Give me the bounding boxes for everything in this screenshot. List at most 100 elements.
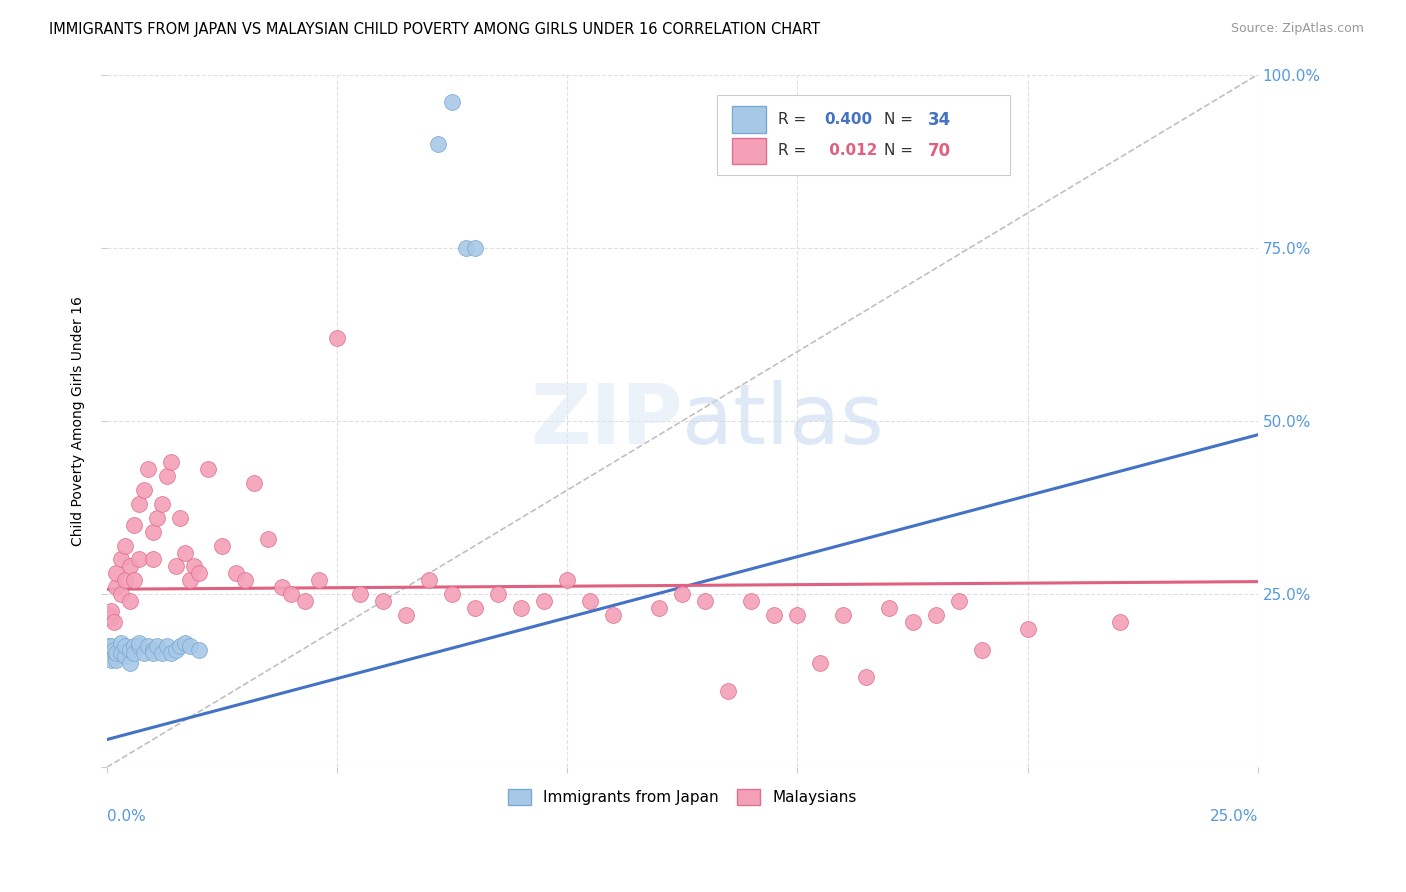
Point: [98, 639, 121, 653]
Point: [717, 684, 740, 698]
Point: [118, 559, 141, 574]
Point: [104, 649, 127, 664]
Point: [114, 649, 136, 664]
Point: [160, 646, 183, 660]
Point: [533, 594, 555, 608]
Point: [464, 601, 486, 615]
Point: [187, 566, 209, 581]
Point: [579, 594, 602, 608]
Point: [486, 587, 509, 601]
Point: [1017, 622, 1039, 636]
Point: [371, 594, 394, 608]
Legend: Immigrants from Japan, Malaysians: Immigrants from Japan, Malaysians: [502, 783, 863, 812]
Point: [763, 607, 786, 622]
Point: [124, 573, 146, 587]
Point: [427, 136, 450, 151]
Point: [418, 573, 440, 587]
Point: [786, 607, 808, 622]
Point: [132, 646, 155, 660]
Point: [124, 639, 146, 653]
Point: [142, 642, 165, 657]
Point: [280, 587, 302, 601]
Point: [855, 670, 877, 684]
Point: [132, 483, 155, 498]
Point: [165, 559, 187, 574]
Point: [183, 559, 205, 574]
Text: R =: R =: [778, 112, 811, 127]
Point: [114, 539, 136, 553]
Point: [128, 635, 150, 649]
Text: 0.012: 0.012: [824, 144, 877, 158]
Point: [257, 532, 280, 546]
Point: [211, 539, 233, 553]
Point: [308, 573, 330, 587]
Point: [100, 611, 122, 625]
Point: [326, 331, 349, 345]
Point: [150, 646, 173, 660]
Point: [118, 657, 141, 671]
Point: [169, 639, 191, 653]
Point: [100, 604, 122, 618]
Point: [136, 639, 159, 653]
FancyBboxPatch shape: [731, 106, 766, 133]
Point: [104, 653, 127, 667]
Point: [114, 639, 136, 653]
Point: [104, 566, 127, 581]
Point: [602, 607, 624, 622]
Point: [110, 587, 132, 601]
Point: [174, 635, 197, 649]
Y-axis label: Child Poverty Among Girls Under 16: Child Poverty Among Girls Under 16: [72, 296, 86, 546]
Text: N =: N =: [884, 112, 918, 127]
Point: [464, 241, 486, 255]
Point: [98, 607, 121, 622]
Point: [114, 573, 136, 587]
Point: [104, 646, 127, 660]
Point: [948, 594, 970, 608]
Point: [110, 635, 132, 649]
Point: [555, 573, 578, 587]
Point: [103, 642, 125, 657]
Point: [924, 607, 946, 622]
Point: [156, 469, 179, 483]
Text: IMMIGRANTS FROM JAPAN VS MALAYSIAN CHILD POVERTY AMONG GIRLS UNDER 16 CORRELATIO: IMMIGRANTS FROM JAPAN VS MALAYSIAN CHILD…: [49, 22, 820, 37]
Point: [128, 552, 150, 566]
Text: N =: N =: [884, 144, 918, 158]
Point: [110, 646, 132, 660]
Point: [104, 580, 127, 594]
Point: [100, 653, 122, 667]
Point: [160, 455, 183, 469]
Text: 0.0%: 0.0%: [107, 809, 145, 824]
Point: [671, 587, 693, 601]
Point: [648, 601, 671, 615]
Point: [110, 552, 132, 566]
Text: R =: R =: [778, 144, 811, 158]
Point: [901, 615, 924, 629]
Point: [243, 476, 266, 491]
Point: [270, 580, 292, 594]
Point: [100, 639, 122, 653]
Point: [879, 601, 901, 615]
Point: [233, 573, 256, 587]
Text: 0.400: 0.400: [824, 112, 872, 127]
Point: [454, 241, 477, 255]
Point: [146, 511, 169, 525]
Point: [142, 552, 165, 566]
Point: [970, 642, 993, 657]
Point: [510, 601, 533, 615]
Point: [695, 594, 717, 608]
Text: ZIP: ZIP: [530, 380, 682, 461]
Point: [174, 545, 197, 559]
Text: Source: ZipAtlas.com: Source: ZipAtlas.com: [1230, 22, 1364, 36]
Point: [441, 95, 464, 110]
Text: 25.0%: 25.0%: [1209, 809, 1258, 824]
Point: [142, 646, 165, 660]
Point: [146, 639, 169, 653]
Point: [142, 524, 165, 539]
Text: atlas: atlas: [682, 380, 884, 461]
Point: [169, 511, 191, 525]
Point: [124, 646, 146, 660]
Point: [179, 639, 201, 653]
Point: [395, 607, 418, 622]
Point: [349, 587, 371, 601]
Point: [294, 594, 316, 608]
